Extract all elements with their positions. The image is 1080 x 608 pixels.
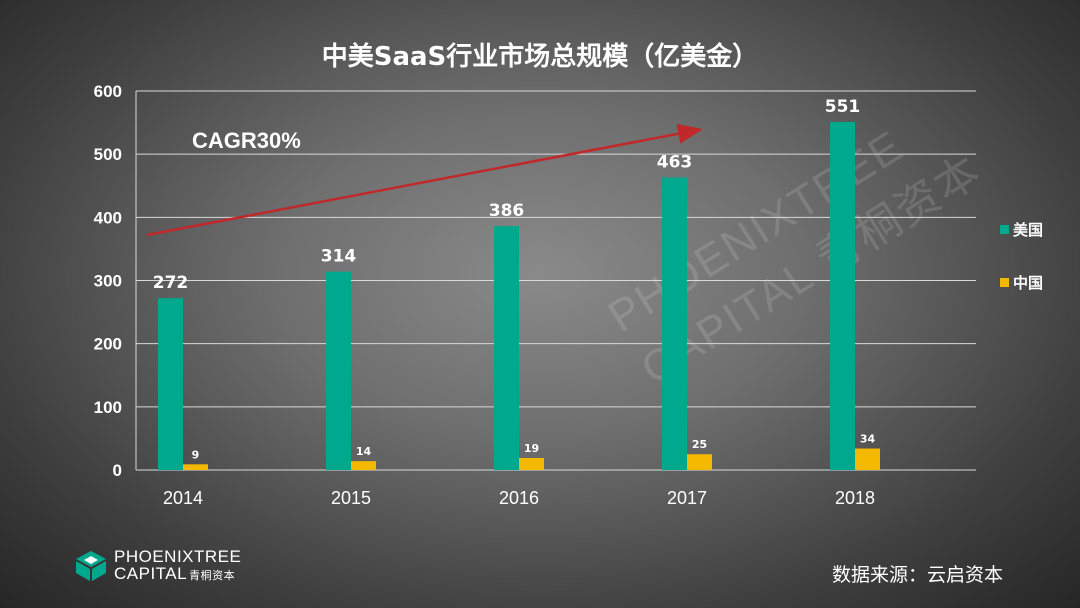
x-tick-label: 2014 bbox=[163, 488, 203, 508]
y-tick-label: 400 bbox=[94, 208, 122, 227]
y-tick-label: 600 bbox=[94, 82, 122, 101]
legend-item-us: 美国 bbox=[1000, 219, 1043, 240]
data-label: 9 bbox=[192, 448, 200, 461]
bar-cn bbox=[855, 448, 880, 470]
y-tick-label: 0 bbox=[113, 461, 122, 480]
logo-cn: 青桐资本 bbox=[189, 569, 236, 582]
bar-cn bbox=[519, 457, 544, 470]
x-tick-label: 2018 bbox=[835, 488, 875, 508]
chart-title: 中美SaaS行业市场总规模（亿美金） bbox=[321, 42, 759, 72]
data-label: 14 bbox=[356, 445, 372, 458]
legend-swatch-cn bbox=[1000, 278, 1009, 287]
bar-us bbox=[662, 177, 687, 470]
data-label: 386 bbox=[489, 201, 525, 221]
x-tick-label: 2016 bbox=[499, 488, 539, 508]
data-source: 数据来源：云启资本 bbox=[832, 564, 1004, 586]
data-label: 314 bbox=[321, 247, 357, 267]
x-tick-label: 2017 bbox=[667, 488, 707, 508]
bar-cn bbox=[351, 461, 376, 470]
y-tick-label: 500 bbox=[94, 145, 122, 164]
cagr-arrow bbox=[146, 123, 703, 237]
phoenixtree-logo: PHOENIXTREE CAPITAL 青桐资本 bbox=[74, 548, 241, 584]
bar-us bbox=[494, 226, 519, 470]
legend-label-us: 美国 bbox=[1013, 221, 1044, 239]
bar-cn bbox=[687, 454, 712, 470]
data-label: 272 bbox=[153, 273, 189, 293]
y-tick-label: 300 bbox=[94, 272, 122, 291]
legend-label-cn: 中国 bbox=[1013, 274, 1044, 292]
data-label: 19 bbox=[524, 442, 539, 455]
bar-cn bbox=[183, 464, 208, 470]
data-label: 551 bbox=[825, 97, 861, 117]
data-label: 463 bbox=[657, 153, 693, 173]
y-tick-label: 200 bbox=[94, 335, 122, 354]
bar-us bbox=[830, 121, 855, 471]
data-label: 25 bbox=[692, 438, 707, 451]
legend-swatch-us bbox=[1000, 225, 1009, 234]
data-label: 34 bbox=[860, 433, 876, 446]
y-tick-label: 100 bbox=[94, 398, 122, 417]
legend-item-cn: 中国 bbox=[1000, 272, 1043, 293]
cagr-label: CAGR30% bbox=[192, 128, 301, 153]
bar-us bbox=[326, 271, 351, 470]
logo-line2: CAPITAL bbox=[114, 564, 188, 583]
bar-us bbox=[158, 298, 183, 470]
logo-line1: PHOENIXTREE bbox=[114, 547, 242, 566]
logo-cube-icon bbox=[76, 551, 106, 581]
x-tick-label: 2015 bbox=[331, 488, 371, 508]
